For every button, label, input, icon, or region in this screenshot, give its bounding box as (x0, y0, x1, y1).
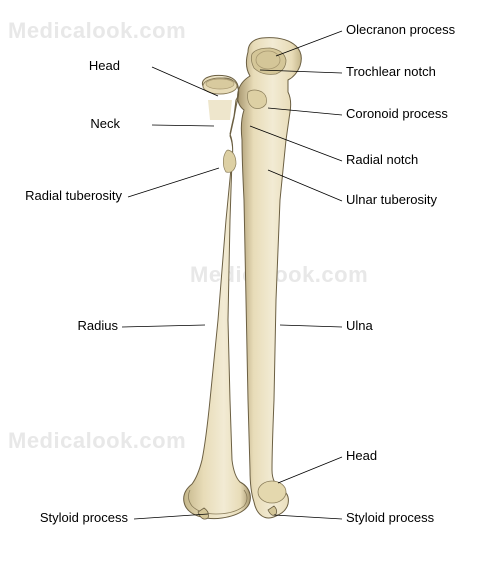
label-styloid-process-right: Styloid process (346, 510, 434, 525)
label-radius: Radius (78, 318, 118, 333)
label-trochlear-notch: Trochlear notch (346, 64, 436, 79)
radius-bone (184, 75, 251, 519)
forearm-bones-diagram (0, 0, 500, 561)
label-head-ulna: Head (346, 448, 377, 463)
label-head-radius: Head (89, 58, 120, 73)
label-neck: Neck (90, 116, 120, 131)
label-styloid-process-left: Styloid process (40, 510, 128, 525)
label-ulnar-tuberosity: Ulnar tuberosity (346, 192, 437, 207)
label-coronoid-process: Coronoid process (346, 106, 448, 121)
label-olecranon-process: Olecranon process (346, 22, 455, 37)
label-ulna: Ulna (346, 318, 373, 333)
ulna-bone (238, 38, 302, 518)
label-radial-tuberosity: Radial tuberosity (25, 188, 122, 203)
label-radial-notch: Radial notch (346, 152, 418, 167)
